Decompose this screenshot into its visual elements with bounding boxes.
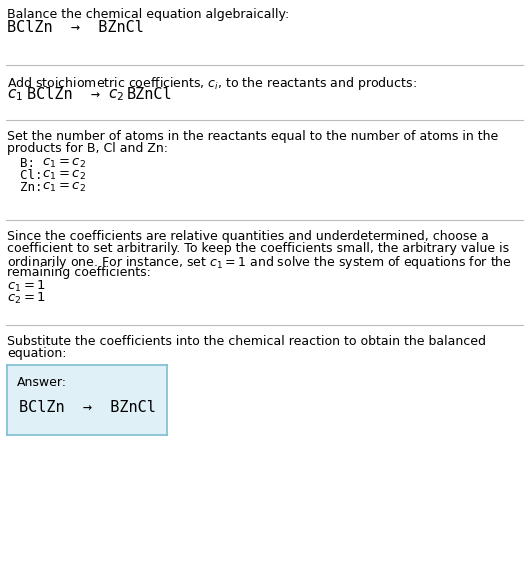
Text: $c_2 = 1$: $c_2 = 1$ xyxy=(7,291,46,306)
Text: $c_1 = c_2$: $c_1 = c_2$ xyxy=(42,157,86,170)
Text: B:: B: xyxy=(20,157,42,170)
Text: $c_1 = 1$: $c_1 = 1$ xyxy=(7,279,46,294)
Text: $c_1 = c_2$: $c_1 = c_2$ xyxy=(42,181,86,194)
Text: equation:: equation: xyxy=(7,347,67,360)
Text: Add stoichiometric coefficients, $c_i$, to the reactants and products:: Add stoichiometric coefficients, $c_i$, … xyxy=(7,75,417,92)
Text: $c_1 = c_2$: $c_1 = c_2$ xyxy=(42,169,86,182)
Text: BZnCl: BZnCl xyxy=(127,87,172,102)
Text: remaining coefficients:: remaining coefficients: xyxy=(7,266,151,279)
Text: Zn:: Zn: xyxy=(20,181,58,194)
Text: BClZn  →  BZnCl: BClZn → BZnCl xyxy=(7,20,144,35)
Text: Since the coefficients are relative quantities and underdetermined, choose a: Since the coefficients are relative quan… xyxy=(7,230,489,243)
Text: Balance the chemical equation algebraically:: Balance the chemical equation algebraica… xyxy=(7,8,289,21)
Text: Substitute the coefficients into the chemical reaction to obtain the balanced: Substitute the coefficients into the che… xyxy=(7,335,486,348)
Text: BClZn  →: BClZn → xyxy=(27,87,118,102)
Text: Answer:: Answer: xyxy=(16,376,67,388)
Text: coefficient to set arbitrarily. To keep the coefficients small, the arbitrary va: coefficient to set arbitrarily. To keep … xyxy=(7,242,509,255)
Text: $c_1$: $c_1$ xyxy=(7,87,23,102)
Text: BClZn  →  BZnCl: BClZn → BZnCl xyxy=(19,400,156,415)
Text: ordinarily one. For instance, set $c_1 = 1$ and solve the system of equations fo: ordinarily one. For instance, set $c_1 =… xyxy=(7,254,512,271)
Text: Set the number of atoms in the reactants equal to the number of atoms in the: Set the number of atoms in the reactants… xyxy=(7,130,498,143)
Text: $c_2$: $c_2$ xyxy=(108,87,124,102)
Text: products for B, Cl and Zn:: products for B, Cl and Zn: xyxy=(7,142,168,155)
Text: Cl:: Cl: xyxy=(20,169,58,182)
